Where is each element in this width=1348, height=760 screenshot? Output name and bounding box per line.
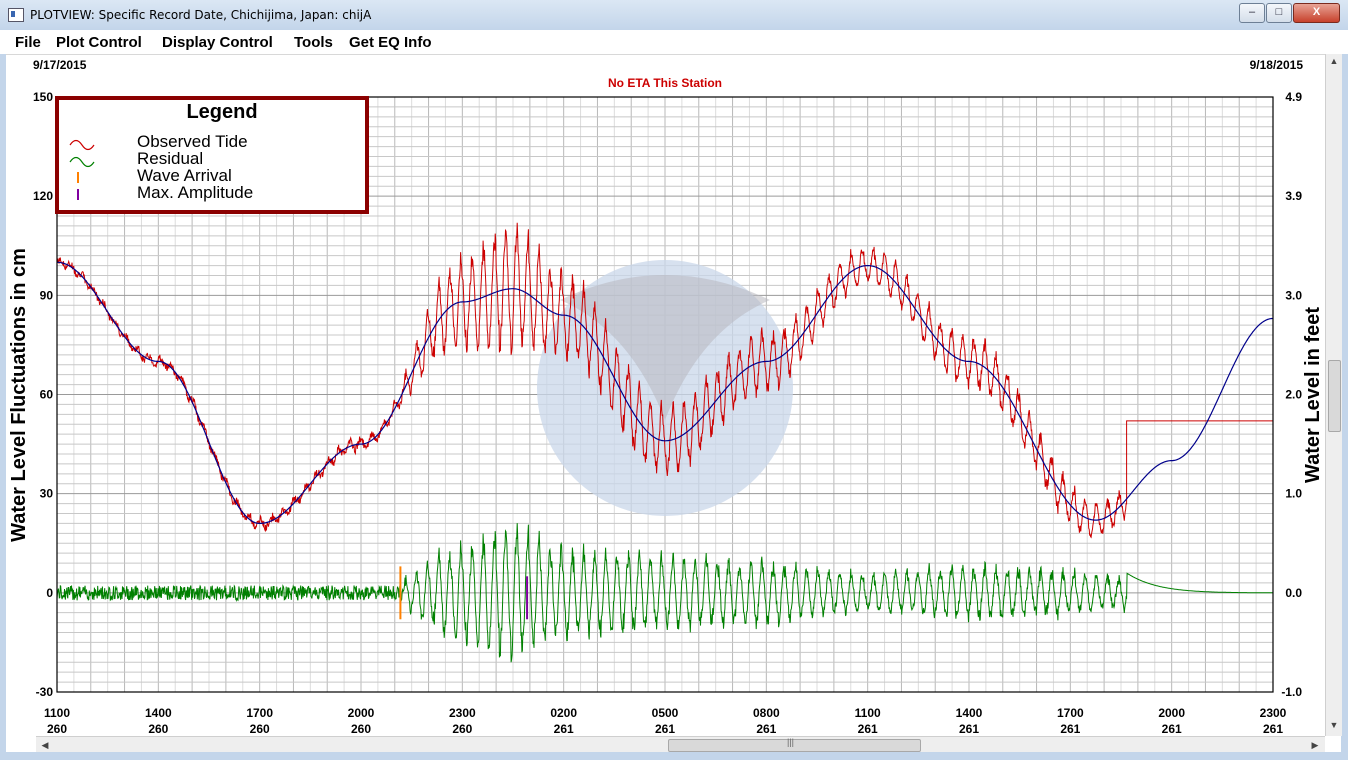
x-tick-day: 260 — [47, 722, 67, 736]
legend-box — [55, 96, 369, 214]
y-tick-left: 0 — [46, 586, 53, 600]
x-tick-day: 261 — [959, 722, 979, 736]
vertical-scrollbar[interactable]: ▲ ▼ — [1325, 54, 1342, 736]
x-tick-time: 2300 — [449, 706, 476, 720]
legend-swatch — [69, 156, 95, 168]
menu-plot-control[interactable]: Plot Control — [56, 34, 142, 51]
y-tick-right: -1.0 — [1281, 685, 1302, 699]
x-tick-day: 260 — [148, 722, 168, 736]
x-tick-day: 260 — [452, 722, 472, 736]
plot-axes: 150 120 90 60 30 0 -30 4.9 3.9 3.0 2.0 1.0 0.0 -1.0 11… — [33, 90, 1302, 736]
x-tick-day: 260 — [351, 722, 371, 736]
legend-entry-label: Residual — [137, 149, 203, 168]
scroll-grip-icon: ||| — [787, 737, 795, 747]
x-tick-time: 1700 — [246, 706, 273, 720]
menu-display-control[interactable]: Display Control — [162, 34, 273, 51]
legend-entry-label: Max. Amplitude — [137, 183, 253, 202]
y-tick-left: 60 — [40, 388, 54, 402]
close-button[interactable]: X — [1293, 3, 1340, 23]
vertical-scroll-thumb[interactable] — [1328, 360, 1341, 432]
window-title: PLOTVIEW: Specific Record Date, Chichiji… — [30, 8, 372, 22]
menu-file[interactable]: File — [15, 34, 41, 51]
y-tick-right: 3.9 — [1285, 189, 1302, 203]
end-date-label: 9/18/2015 — [1250, 58, 1304, 72]
y-tick-right: 4.9 — [1285, 90, 1302, 104]
plot-frame — [56, 96, 1274, 693]
y-tick-right: 3.0 — [1285, 288, 1302, 302]
start-date-label: 9/17/2015 — [33, 58, 87, 72]
y-tick-left: 120 — [33, 189, 53, 203]
window-frame-left — [0, 54, 6, 752]
minimize-button[interactable]: – — [1239, 3, 1265, 23]
predicted-tide-series — [57, 261, 1273, 524]
x-tick-time: 0500 — [652, 706, 679, 720]
menu-tools[interactable]: Tools — [294, 34, 333, 51]
x-tick-day: 261 — [1162, 722, 1182, 736]
y-tick-right: 2.0 — [1285, 388, 1302, 402]
menu-get-eq-info[interactable]: Get EQ Info — [349, 34, 432, 51]
legend-title: Legend — [186, 101, 257, 123]
horizontal-scroll-thumb[interactable]: ||| — [668, 737, 921, 752]
x-tick-time: 1400 — [956, 706, 983, 720]
app-window-icon[interactable] — [8, 8, 24, 22]
legend-entry-label: Wave Arrival — [137, 166, 232, 185]
x-tick-time: 1700 — [1057, 706, 1084, 720]
residual-series — [56, 523, 1273, 663]
x-tick-time: 1400 — [145, 706, 172, 720]
menu-bar: File Plot Control Display Control Tools … — [0, 30, 1348, 55]
y-axis-label-right: Water Level in feet — [1302, 307, 1324, 483]
window-frame-bottom — [0, 752, 1348, 760]
scroll-left-arrow[interactable]: ◀ — [41, 740, 49, 750]
x-tick-time: 2300 — [1260, 706, 1287, 720]
scroll-up-arrow[interactable]: ▲ — [1329, 56, 1339, 66]
scroll-right-arrow[interactable]: ▶ — [1311, 740, 1319, 750]
x-tick-day: 261 — [554, 722, 574, 736]
scroll-down-arrow[interactable]: ▼ — [1329, 720, 1339, 730]
x-tick-day: 260 — [250, 722, 270, 736]
x-tick-time: 2000 — [348, 706, 375, 720]
x-tick-day: 261 — [1263, 722, 1283, 736]
eta-note: No ETA This Station — [608, 76, 722, 90]
x-tick-time: 2000 — [1158, 706, 1185, 720]
legend-swatch — [69, 139, 95, 151]
legend-entry-label: Observed Tide — [137, 132, 248, 151]
plot-markers — [399, 566, 529, 620]
observed-tide-series — [56, 222, 1273, 539]
y-tick-right: 1.0 — [1285, 487, 1302, 501]
y-tick-left: -30 — [36, 685, 54, 699]
x-tick-time: 1100 — [44, 706, 70, 720]
maximize-button[interactable]: □ — [1266, 3, 1292, 23]
logo-wave-shape — [560, 275, 770, 420]
window-frame-right — [1341, 54, 1348, 752]
y-axis-label-left: Water Level Fluctuations in cm — [8, 248, 30, 542]
x-tick-day: 261 — [1060, 722, 1080, 736]
plot-labels: 9/17/2015 9/18/2015 No ETA This Station Wat… — [8, 58, 1324, 542]
y-tick-left: 150 — [33, 90, 53, 104]
x-tick-time: 0200 — [550, 706, 577, 720]
plot-series — [56, 222, 1273, 663]
x-tick-day: 261 — [756, 722, 776, 736]
y-tick-left: 90 — [40, 288, 54, 302]
x-tick-day: 261 — [858, 722, 878, 736]
x-tick-time: 1100 — [855, 706, 881, 720]
horizontal-scrollbar[interactable]: ◀ ||| ▶ — [36, 736, 1325, 753]
y-tick-left: 30 — [40, 487, 54, 501]
watermark-logo — [537, 260, 793, 516]
x-tick-day: 261 — [655, 722, 675, 736]
x-tick-time: 0800 — [753, 706, 780, 720]
y-tick-right: 0.0 — [1285, 586, 1302, 600]
